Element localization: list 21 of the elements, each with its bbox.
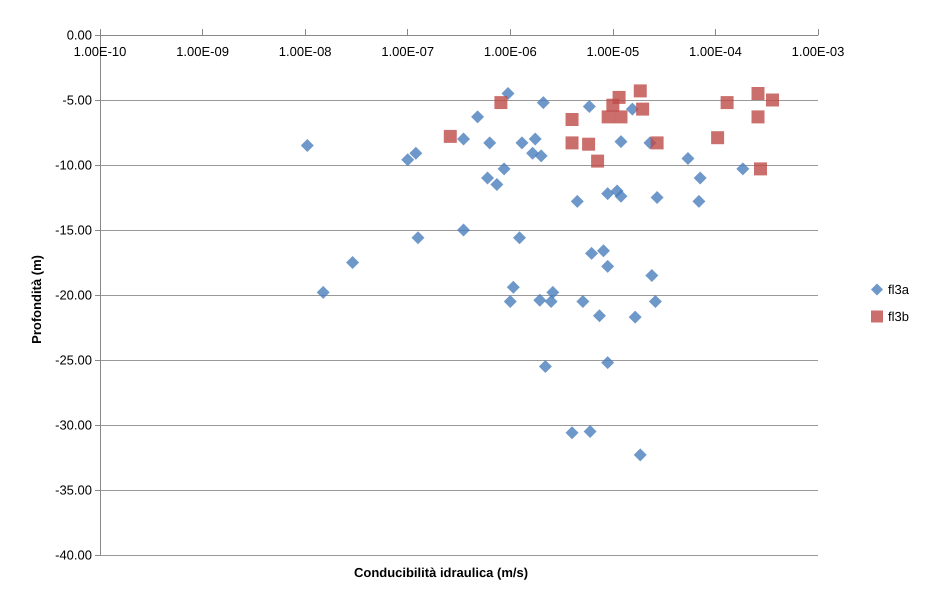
- y-tick-label: 0.00: [66, 28, 92, 42]
- y-tick-label: -10.00: [55, 158, 92, 172]
- x-tick-label: 1.00E-03: [792, 44, 844, 59]
- x-tick-label: 1.00E-05: [586, 44, 640, 59]
- y-tick-label: -30.00: [55, 418, 92, 432]
- y-axis-title: Profondità (m): [29, 254, 44, 344]
- y-tick-label: -5.00: [62, 92, 92, 108]
- y-tick-label: -35.00: [55, 482, 92, 498]
- x-tick-label: 1.00E-10: [74, 44, 126, 59]
- y-tick-label: -25.00: [55, 352, 92, 368]
- x-tick-label: 1.00E-08: [278, 44, 332, 59]
- x-tick-label: 1.00E-09: [176, 44, 229, 59]
- legend-label: fl3a: [888, 282, 910, 297]
- x-tick-label: 1.00E-06: [484, 44, 537, 59]
- x-tick-label: 1.00E-07: [381, 44, 434, 59]
- y-tick-label: -40.00: [55, 548, 92, 562]
- y-tick-label: -20.00: [55, 288, 92, 302]
- x-axis-title: Conducibilità idraulica (m/s): [354, 565, 528, 580]
- legend-label: fl3b: [888, 309, 909, 324]
- x-tick-label: 1.00E-04: [689, 44, 742, 59]
- y-tick-label: -15.00: [55, 222, 92, 238]
